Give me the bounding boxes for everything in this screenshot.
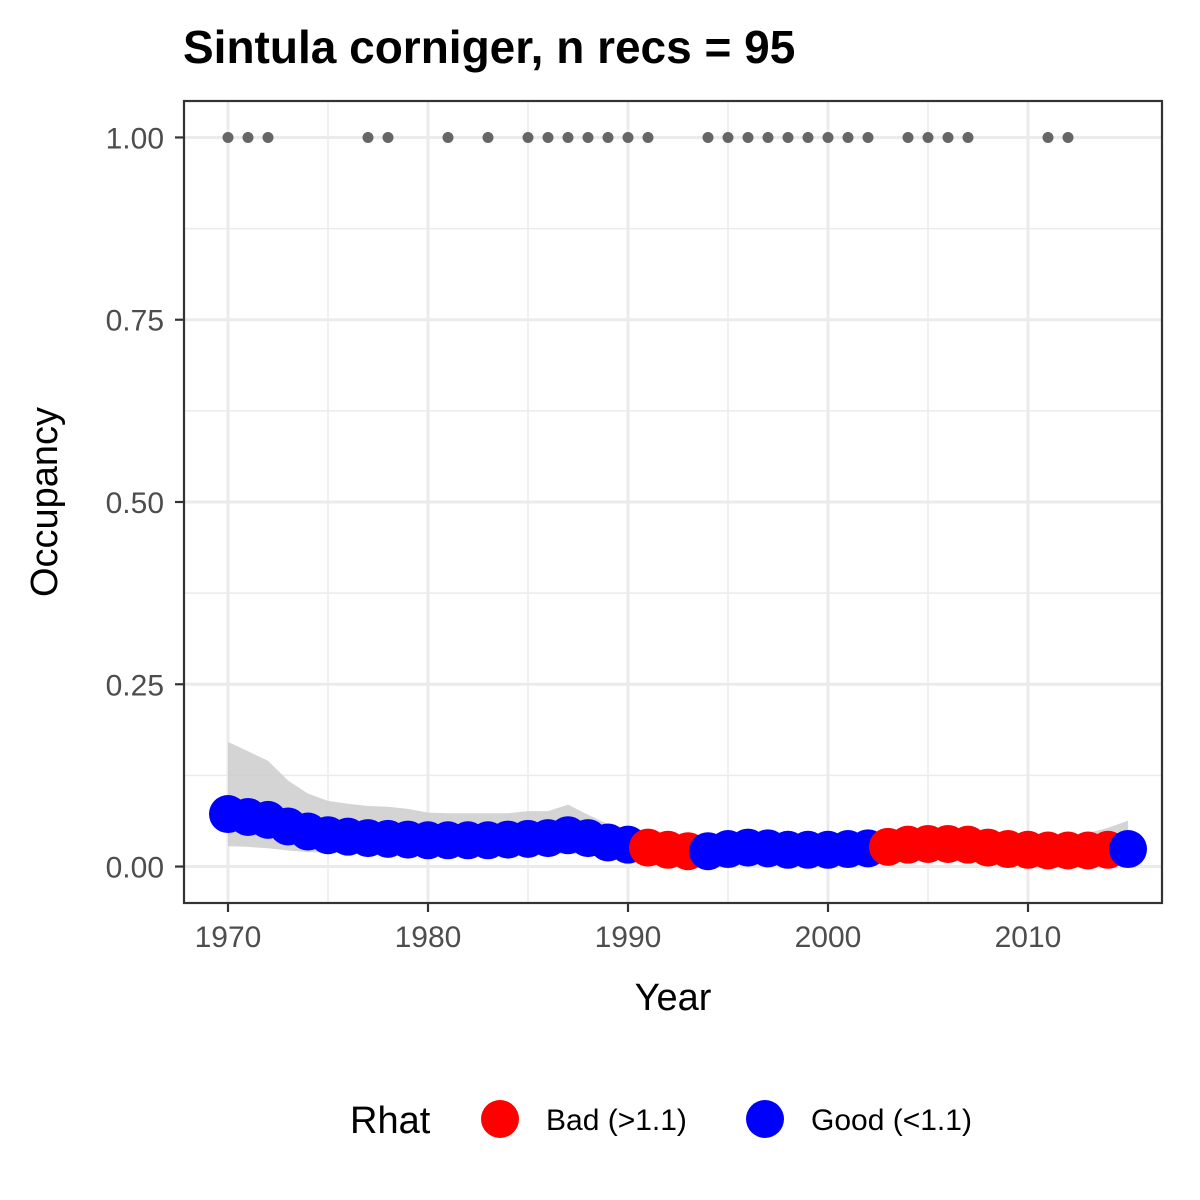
y-tick-label: 0.25 <box>106 669 164 702</box>
record-point <box>362 131 374 143</box>
record-point <box>922 131 934 143</box>
legend: Rhat Bad (>1.1) Good (<1.1) <box>350 1100 972 1142</box>
record-point <box>782 131 794 143</box>
y-axis-title: Occupancy <box>24 407 66 597</box>
y-tick-label: 0.50 <box>106 487 164 520</box>
x-tick-label: 1970 <box>195 921 262 954</box>
record-point <box>622 131 634 143</box>
legend-swatch-good <box>746 1100 784 1138</box>
y-tick-label: 0.75 <box>106 305 164 338</box>
x-tick-label: 1980 <box>395 921 462 954</box>
record-point <box>902 131 914 143</box>
record-point <box>962 131 974 143</box>
occupancy-points <box>209 795 1147 871</box>
y-axis: 0.00 0.25 0.50 0.75 1.00 <box>106 122 184 885</box>
record-point <box>562 131 574 143</box>
legend-label-bad: Bad (>1.1) <box>546 1104 687 1137</box>
x-tick-label: 2010 <box>995 921 1062 954</box>
record-point <box>242 131 254 143</box>
record-point <box>722 131 734 143</box>
record-point <box>482 131 494 143</box>
record-point <box>802 131 814 143</box>
record-point <box>442 131 454 143</box>
record-point <box>862 131 874 143</box>
y-tick-label: 1.00 <box>106 122 164 155</box>
x-axis: 1970 1980 1990 2000 2010 <box>195 903 1062 954</box>
record-points <box>222 131 1074 143</box>
record-point <box>582 131 594 143</box>
legend-title: Rhat <box>350 1100 431 1142</box>
legend-label-good: Good (<1.1) <box>811 1104 972 1137</box>
y-tick-label: 0.00 <box>106 852 164 885</box>
plot-panel <box>182 99 1164 905</box>
x-tick-label: 2000 <box>795 921 862 954</box>
record-point <box>742 131 754 143</box>
record-point <box>602 131 614 143</box>
record-point <box>1062 131 1074 143</box>
record-point <box>542 131 554 143</box>
x-tick-label: 1990 <box>595 921 662 954</box>
record-point <box>702 131 714 143</box>
record-point <box>942 131 954 143</box>
record-point <box>762 131 774 143</box>
chart-title: Sintula corniger, n recs = 95 <box>183 21 795 73</box>
record-point <box>382 131 394 143</box>
record-point <box>842 131 854 143</box>
record-point <box>262 131 274 143</box>
record-point <box>222 131 234 143</box>
record-point <box>642 131 654 143</box>
record-point <box>522 131 534 143</box>
record-point <box>822 131 834 143</box>
x-axis-title: Year <box>635 977 712 1019</box>
occupancy-point-good <box>1109 830 1147 869</box>
legend-swatch-bad <box>481 1100 519 1138</box>
record-point <box>1042 131 1054 143</box>
